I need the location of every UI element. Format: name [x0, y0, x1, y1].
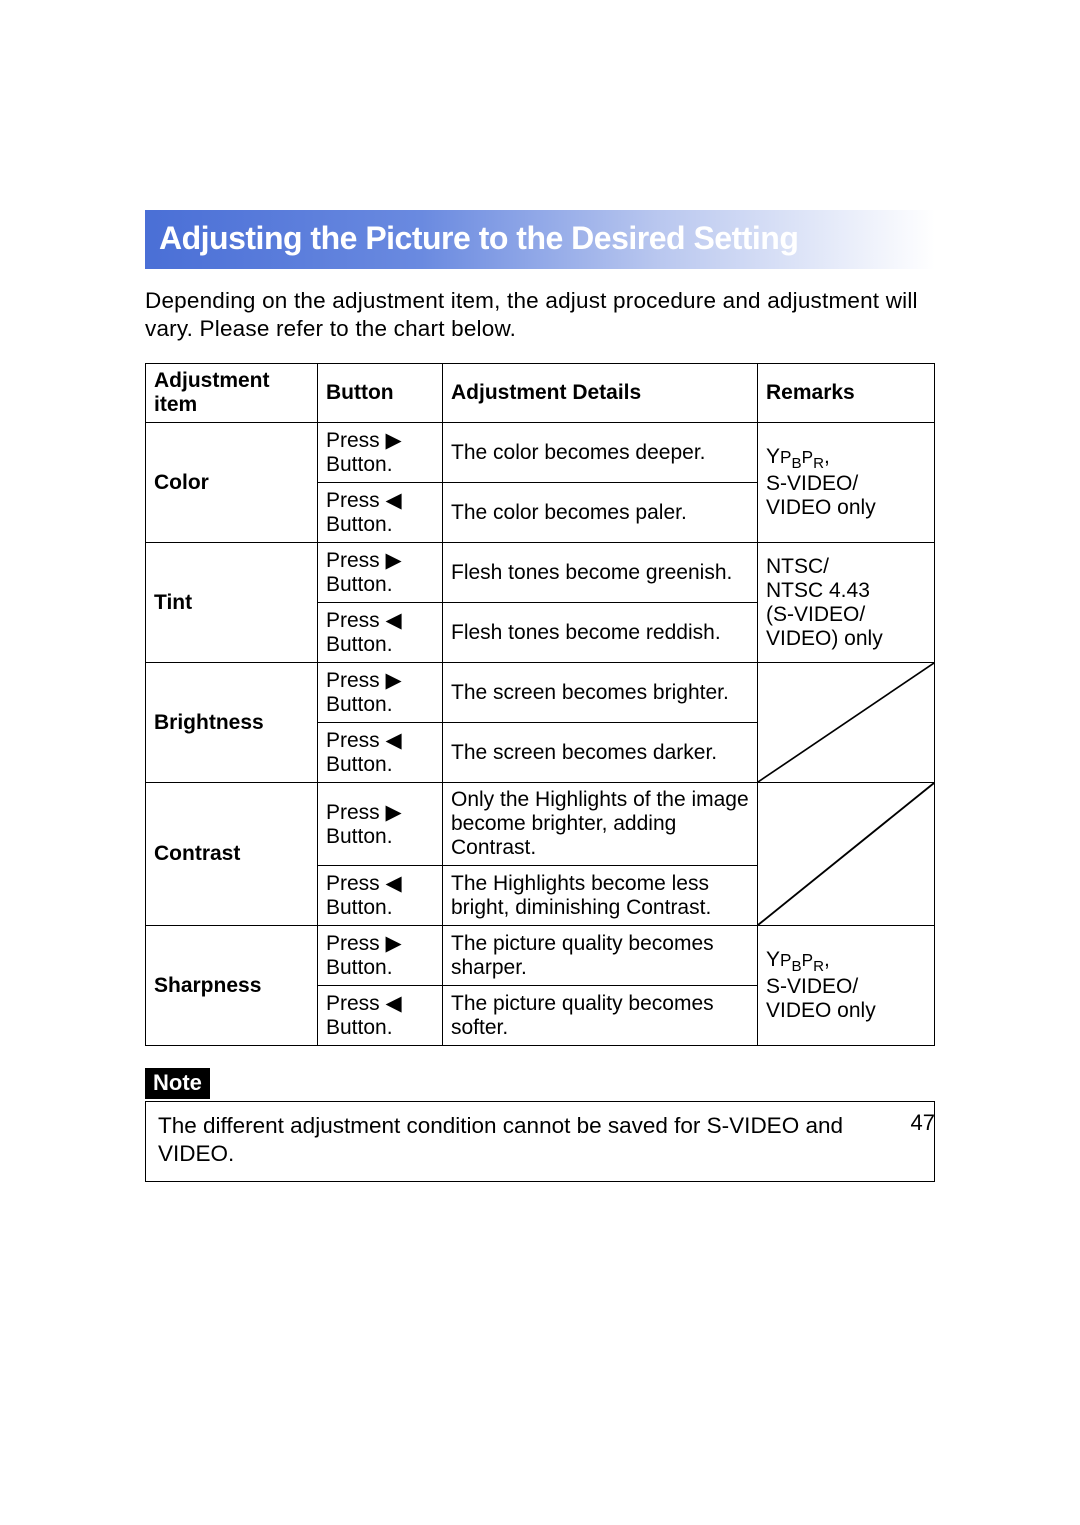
button-word: Button.	[326, 573, 393, 596]
press-label: Press	[326, 872, 380, 895]
button-word: Button.	[326, 896, 393, 919]
remark-line: S-VIDEO/	[766, 975, 858, 998]
remark-color: YPBPR, S-VIDEO/ VIDEO only	[758, 423, 935, 543]
remark-line: S-VIDEO/	[766, 472, 858, 495]
detail-sharpness-left: The picture quality becomes softer.	[443, 986, 758, 1046]
row-color-right: Color Press ▶ Button. The color becomes …	[146, 423, 935, 483]
row-brightness-right: Brightness Press ▶ Button. The screen be…	[146, 663, 935, 723]
item-contrast: Contrast	[146, 783, 318, 926]
press-label: Press	[326, 429, 380, 452]
left-arrow-icon: ◀	[386, 992, 402, 1015]
adjustment-table: Adjustment item Button Adjustment Detail…	[145, 363, 935, 1046]
diagonal-slash-icon	[758, 783, 934, 925]
button-tint-right: Press ▶ Button.	[318, 543, 443, 603]
detail-tint-right: Flesh tones become greenish.	[443, 543, 758, 603]
row-sharpness-right: Sharpness Press ▶ Button. The picture qu…	[146, 926, 935, 986]
remark-line: VIDEO only	[766, 496, 876, 519]
header-item: Adjustment item	[146, 364, 318, 423]
button-brightness-left: Press ◀ Button.	[318, 723, 443, 783]
detail-color-right: The color becomes deeper.	[443, 423, 758, 483]
remark-line: VIDEO only	[766, 999, 876, 1022]
button-color-right: Press ▶ Button.	[318, 423, 443, 483]
left-arrow-icon: ◀	[386, 609, 402, 632]
button-sharpness-left: Press ◀ Button.	[318, 986, 443, 1046]
item-sharpness: Sharpness	[146, 926, 318, 1046]
page-number: 47	[911, 1110, 935, 1136]
header-row: Adjustment item Button Adjustment Detail…	[146, 364, 935, 423]
press-label: Press	[326, 729, 380, 752]
right-arrow-icon: ▶	[386, 549, 402, 572]
header-remarks: Remarks	[758, 364, 935, 423]
row-contrast-right: Contrast Press ▶ Button. Only the Highli…	[146, 783, 935, 866]
intro-paragraph: Depending on the adjustment item, the ad…	[145, 287, 935, 343]
item-color: Color	[146, 423, 318, 543]
button-word: Button.	[326, 956, 393, 979]
button-word: Button.	[326, 753, 393, 776]
left-arrow-icon: ◀	[386, 729, 402, 752]
press-label: Press	[326, 489, 380, 512]
header-button: Button	[318, 364, 443, 423]
diagonal-slash-icon	[758, 663, 934, 782]
ypbpr-label: YPBPR,	[766, 948, 830, 971]
note-body: The different adjustment condition canno…	[145, 1101, 935, 1181]
header-details: Adjustment Details	[443, 364, 758, 423]
press-label: Press	[326, 801, 380, 824]
note-label: Note	[145, 1068, 210, 1099]
button-word: Button.	[326, 453, 393, 476]
detail-contrast-left: The Highlights become less bright, dimin…	[443, 866, 758, 926]
right-arrow-icon: ▶	[386, 429, 402, 452]
button-word: Button.	[326, 1016, 393, 1039]
remark-line: VIDEO) only	[766, 627, 883, 650]
button-tint-left: Press ◀ Button.	[318, 603, 443, 663]
button-color-left: Press ◀ Button.	[318, 483, 443, 543]
detail-contrast-right: Only the Highlights of the image become …	[443, 783, 758, 866]
item-brightness: Brightness	[146, 663, 318, 783]
button-word: Button.	[326, 513, 393, 536]
detail-brightness-right: The screen becomes brighter.	[443, 663, 758, 723]
remark-contrast-empty	[758, 783, 935, 926]
detail-sharpness-right: The picture quality becomes sharper.	[443, 926, 758, 986]
detail-color-left: The color becomes paler.	[443, 483, 758, 543]
page-title: Adjusting the Picture to the Desired Set…	[145, 210, 935, 269]
left-arrow-icon: ◀	[386, 489, 402, 512]
remark-line: NTSC 4.43	[766, 579, 870, 602]
press-label: Press	[326, 549, 380, 572]
button-contrast-right: Press ▶ Button.	[318, 783, 443, 866]
remark-sharpness: YPBPR, S-VIDEO/ VIDEO only	[758, 926, 935, 1046]
right-arrow-icon: ▶	[386, 801, 402, 824]
button-brightness-right: Press ▶ Button.	[318, 663, 443, 723]
press-label: Press	[326, 932, 380, 955]
ypbpr-label: YPBPR,	[766, 445, 830, 468]
manual-page: Adjusting the Picture to the Desired Set…	[0, 0, 1080, 1525]
press-label: Press	[326, 609, 380, 632]
press-label: Press	[326, 669, 380, 692]
detail-brightness-left: The screen becomes darker.	[443, 723, 758, 783]
right-arrow-icon: ▶	[386, 669, 402, 692]
button-word: Button.	[326, 693, 393, 716]
button-contrast-left: Press ◀ Button.	[318, 866, 443, 926]
item-tint: Tint	[146, 543, 318, 663]
button-word: Button.	[326, 633, 393, 656]
detail-tint-left: Flesh tones become reddish.	[443, 603, 758, 663]
button-word: Button.	[326, 825, 393, 848]
remark-brightness-empty	[758, 663, 935, 783]
button-sharpness-right: Press ▶ Button.	[318, 926, 443, 986]
press-label: Press	[326, 992, 380, 1015]
row-tint-right: Tint Press ▶ Button. Flesh tones become …	[146, 543, 935, 603]
right-arrow-icon: ▶	[386, 932, 402, 955]
remark-tint: NTSC/ NTSC 4.43 (S-VIDEO/ VIDEO) only	[758, 543, 935, 663]
remark-line: NTSC/	[766, 555, 829, 578]
left-arrow-icon: ◀	[386, 872, 402, 895]
remark-line: (S-VIDEO/	[766, 603, 865, 626]
